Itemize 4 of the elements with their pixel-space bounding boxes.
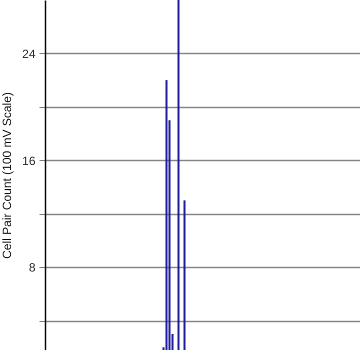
y-axis-title: Cell Pair Count (100 mV Scale)	[0, 92, 14, 259]
y-tick-label: 24	[22, 46, 36, 61]
y-tick-label: 16	[22, 154, 36, 168]
y-tick-label: 8	[28, 260, 36, 275]
